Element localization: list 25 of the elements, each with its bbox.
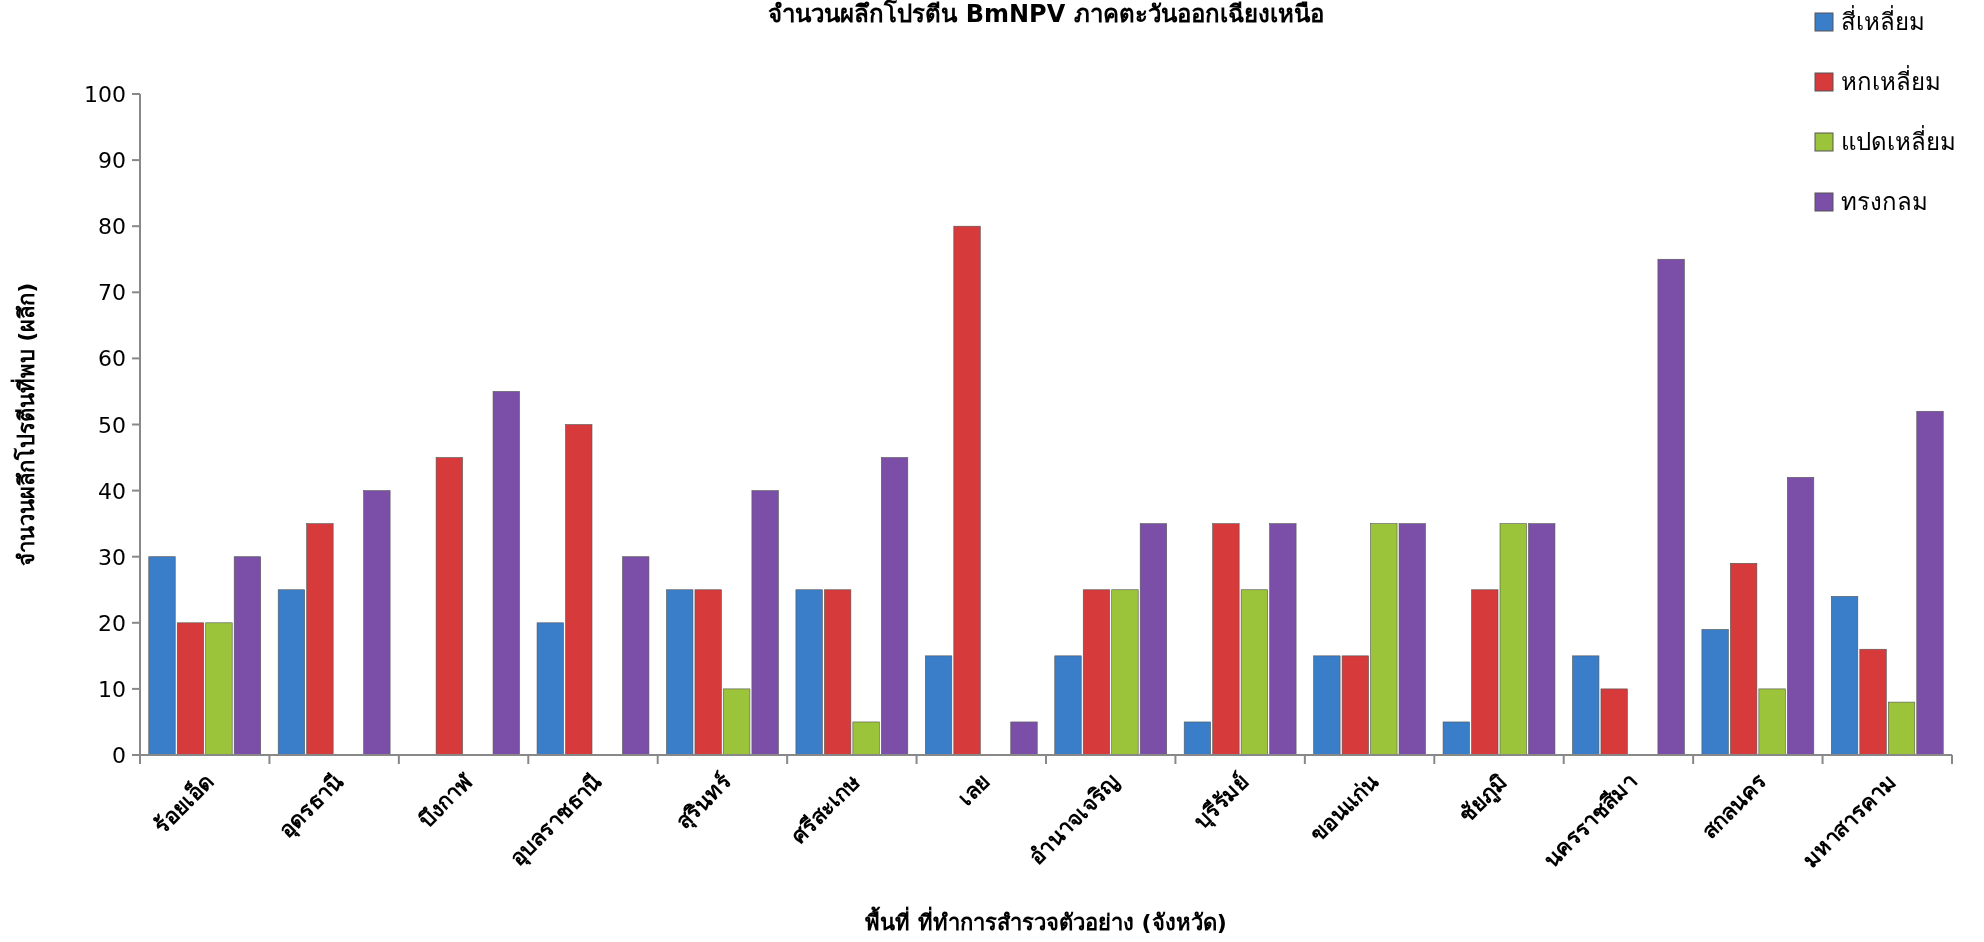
bar bbox=[363, 490, 391, 756]
y-tick-label: 30 bbox=[98, 544, 126, 570]
y-tick-label: 10 bbox=[98, 676, 126, 702]
bar bbox=[1657, 258, 1685, 756]
legend-label: สี่เหลี่ยม bbox=[1841, 5, 1925, 36]
chart-title: จำนวนผลึกโปรตีน BmNPV ภาคตะวันออกเฉียงเหนือ bbox=[768, 0, 1324, 28]
y-tick-label: 90 bbox=[98, 148, 126, 174]
x-axis-title: พื้นที่ ที่ทำการสำรวจตัวอย่าง (จังหวัด) bbox=[865, 906, 1227, 935]
legend-label: ทรงกลม bbox=[1841, 188, 1928, 216]
y-tick-label: 40 bbox=[98, 478, 126, 504]
x-tick-label: เลย bbox=[953, 768, 995, 811]
legend-label: แปดเหลี่ยม bbox=[1841, 125, 1956, 156]
y-tick-label: 50 bbox=[98, 412, 126, 438]
y-tick-label: 20 bbox=[98, 610, 126, 636]
y-tick-label: 100 bbox=[84, 82, 126, 107]
y-axis-title: จำนวนผลึกโปรตีนที่พบ (ผลึก) bbox=[10, 282, 39, 567]
bar bbox=[1010, 721, 1038, 756]
bar bbox=[435, 457, 463, 756]
y-tick-label: 70 bbox=[98, 280, 126, 306]
legend-label: หกเหลี่ยม bbox=[1841, 65, 1941, 96]
bar bbox=[492, 391, 520, 756]
y-tick-label: 0 bbox=[112, 743, 126, 768]
bar bbox=[622, 556, 650, 756]
y-tick-label: 60 bbox=[98, 346, 126, 372]
y-tick-label: 80 bbox=[98, 214, 126, 240]
